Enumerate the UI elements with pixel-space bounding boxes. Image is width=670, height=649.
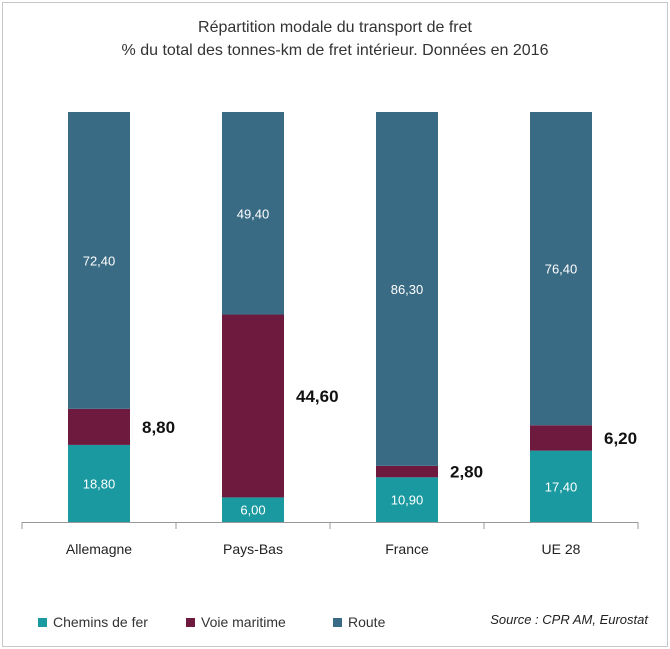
data-label: 2,80 [450,463,483,482]
x-tick-label: UE 28 [542,541,581,557]
legend-swatch-route [333,617,342,627]
legend-item-chemins-de-fer: Chemins de fer [38,613,148,631]
bar-segment [530,450,592,522]
legend-label-route: Route [348,614,386,630]
chart-title: Répartition modale du transport de fret [198,19,472,36]
legend-item-route: Route [333,613,385,631]
data-label: 86,30 [391,282,424,297]
chart-subtitle: % du total des tonnes-km de fret intérie… [121,42,549,59]
data-label: 44,60 [296,387,339,406]
bar-segment [222,497,284,522]
legend-swatch-chemins-de-fer [38,617,47,627]
legend-swatch-voie-maritime [186,617,195,627]
bar-segment [530,425,592,451]
source-note: Source : CPR AM, Eurostat [490,612,648,627]
legend-item-voie-maritime: Voie maritime [186,613,286,631]
data-label: 6,00 [240,503,265,518]
data-label: 49,40 [237,206,270,221]
data-label: 72,40 [83,253,116,268]
data-label: 18,80 [83,476,116,491]
bar-segment [68,112,130,409]
data-label: 10,90 [391,493,424,508]
bar-segment [376,112,438,466]
legend-label-chemins-de-fer: Chemins de fer [53,614,148,630]
bar-segment [530,112,592,426]
bar-segment [222,314,284,498]
bar-segment [222,112,284,315]
bar-segment [68,408,130,445]
data-label: 6,20 [604,429,637,448]
data-label: 8,80 [142,418,175,437]
x-tick-label: Allemagne [66,541,132,557]
x-tick-label: Pays-Bas [223,541,283,557]
bar-segment [68,444,130,522]
bar-segment [376,465,438,478]
x-tick-label: France [385,541,429,557]
bar-segment [376,477,438,522]
legend-label-voie-maritime: Voie maritime [201,614,286,630]
data-label: 17,40 [545,479,578,494]
data-label: 76,40 [545,262,578,277]
stacked-bar-chart: 18,80 8,80 72,40 Allemagne 6,00 44,60 49,40 Pay… [21,112,639,557]
